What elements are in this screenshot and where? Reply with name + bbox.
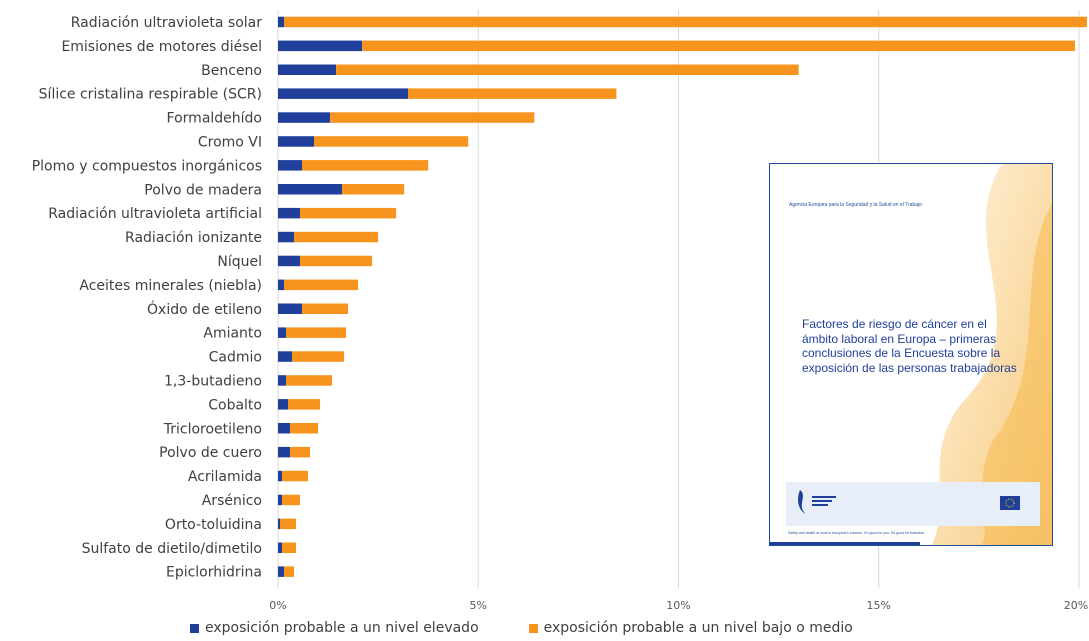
legend-item-low: exposición probable a un nivel bajo o me… bbox=[529, 620, 853, 636]
bar-segment-low bbox=[286, 327, 346, 338]
category-label: Níquel bbox=[217, 254, 262, 270]
bar-segment-low bbox=[280, 519, 296, 530]
cover-bottom-bar bbox=[770, 542, 920, 545]
bar-segment-low bbox=[408, 88, 616, 99]
bar-segment-low bbox=[290, 447, 310, 458]
bar-segment-high bbox=[278, 41, 362, 52]
x-tick-labels: 0% 5% 10% 15% 20% bbox=[269, 599, 1088, 612]
category-label: Arsénico bbox=[202, 493, 262, 509]
x-tick-label: 10% bbox=[666, 599, 690, 612]
bar-segment-low bbox=[284, 280, 358, 291]
bar-segment-high bbox=[278, 519, 280, 530]
bar-segment-high bbox=[278, 232, 294, 243]
category-label: Acrilamida bbox=[188, 469, 262, 485]
bar-segment-high bbox=[278, 280, 284, 291]
category-label: Epiclorhidrina bbox=[166, 565, 262, 581]
bar-segment-high bbox=[278, 184, 342, 195]
category-label: Cromo VI bbox=[198, 134, 262, 150]
legend-item-high: exposición probable a un nivel elevado bbox=[190, 620, 479, 636]
bar-segment-high bbox=[278, 17, 284, 28]
cover-title: Factores de riesgo de cáncer en el ámbit… bbox=[802, 317, 1017, 375]
eu-flag-icon bbox=[1000, 496, 1020, 510]
bar-segment-low bbox=[330, 112, 534, 123]
bar-segment-high bbox=[278, 327, 286, 338]
category-labels: Radiación ultravioleta solar Emisiones de… bbox=[32, 15, 263, 581]
bar-segment-low bbox=[282, 543, 296, 554]
bar-segment-high bbox=[278, 375, 286, 386]
bar-segment-low bbox=[300, 256, 372, 267]
bar-segment-high bbox=[278, 566, 284, 577]
bar-segment-high bbox=[278, 543, 282, 554]
bar-segment-low bbox=[282, 471, 308, 482]
category-label: Formaldehído bbox=[167, 111, 262, 127]
bar-segment-low bbox=[292, 351, 344, 362]
category-label: Aceites minerales (niebla) bbox=[79, 278, 262, 294]
bar-segment-high bbox=[278, 495, 282, 506]
bar-segment-high bbox=[278, 304, 302, 315]
x-tick-label: 0% bbox=[269, 599, 286, 612]
cover-agency-line: Agencia Europea para la Seguridad y la S… bbox=[789, 202, 922, 208]
bar-segment-high bbox=[278, 208, 300, 219]
category-label: Tricloroetileno bbox=[163, 421, 262, 437]
bar-segment-high bbox=[278, 351, 292, 362]
cover-tagline: Safety and health at work is everyone's … bbox=[788, 531, 925, 535]
bar-segment-low bbox=[302, 304, 348, 315]
category-label: Benceno bbox=[201, 63, 262, 79]
bar-segment-high bbox=[278, 256, 300, 267]
bar-segment-low bbox=[286, 375, 332, 386]
category-label: Radiación ultravioleta solar bbox=[71, 15, 263, 31]
bar-segment-low bbox=[290, 423, 318, 434]
cover-footer-band bbox=[786, 482, 1040, 526]
category-label: Plomo y compuestos inorgánicos bbox=[32, 158, 262, 174]
bar-segment-low bbox=[362, 41, 1075, 52]
category-label: Cadmio bbox=[209, 350, 262, 366]
x-tick-label: 15% bbox=[867, 599, 891, 612]
bar-segment-low bbox=[294, 232, 378, 243]
bar-segment-low bbox=[282, 495, 300, 506]
category-label: Sulfato de dietilo/dimetilo bbox=[82, 541, 262, 557]
bar-segment-high bbox=[278, 88, 408, 99]
bar-segment-low bbox=[284, 566, 294, 577]
report-cover-inset: Agencia Europea para la Seguridad y la S… bbox=[769, 163, 1053, 546]
category-label: Óxido de etileno bbox=[147, 300, 262, 318]
bar-segment-high bbox=[278, 160, 302, 171]
legend-swatch-high bbox=[190, 624, 199, 633]
bar-segment-low bbox=[300, 208, 396, 219]
legend-label-high: exposición probable a un nivel elevado bbox=[205, 620, 479, 636]
bar-segment-low bbox=[302, 160, 428, 171]
bar-segment-low bbox=[284, 17, 1087, 28]
bar-segment-high bbox=[278, 136, 314, 147]
bar-segment-high bbox=[278, 65, 336, 76]
category-label: Cobalto bbox=[208, 397, 262, 413]
bar-segment-high bbox=[278, 471, 282, 482]
bar-segment-low bbox=[342, 184, 404, 195]
category-label: Sílice cristalina respirable (SCR) bbox=[39, 87, 262, 103]
bar-segment-low bbox=[336, 65, 799, 76]
bar-segment-low bbox=[288, 399, 320, 410]
category-label: Orto-toluidina bbox=[165, 517, 262, 533]
category-label: Amianto bbox=[203, 326, 262, 342]
legend-label-low: exposición probable a un nivel bajo o me… bbox=[544, 620, 853, 636]
x-tick-label: 20% bbox=[1064, 599, 1088, 612]
bar-segment-high bbox=[278, 399, 288, 410]
category-label: 1,3-butadieno bbox=[164, 373, 262, 389]
category-label: Polvo de madera bbox=[144, 182, 262, 198]
eu-osha-logo-icon bbox=[798, 490, 806, 514]
bar-segment-high bbox=[278, 112, 330, 123]
category-label: Emisiones de motores diésel bbox=[61, 39, 262, 55]
category-label: Radiación ionizante bbox=[125, 230, 262, 246]
cover-logos bbox=[786, 482, 1040, 526]
x-tick-label: 5% bbox=[470, 599, 487, 612]
legend: exposición probable a un nivel elevado e… bbox=[190, 620, 853, 636]
legend-swatch-low bbox=[529, 624, 538, 633]
bar-segment-low bbox=[314, 136, 468, 147]
category-label: Polvo de cuero bbox=[159, 445, 262, 461]
bar-segment-high bbox=[278, 423, 290, 434]
bar-segment-high bbox=[278, 447, 290, 458]
category-label: Radiación ultravioleta artificial bbox=[48, 206, 262, 222]
